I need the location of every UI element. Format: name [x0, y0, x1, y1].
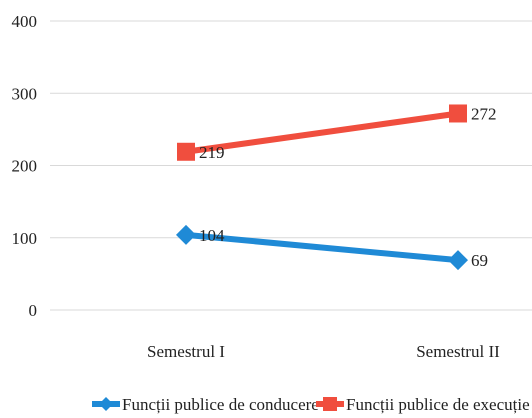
- data-point-marker: [448, 250, 468, 271]
- data-label: 69: [471, 251, 488, 270]
- legend-label: Funcții publice de execuție: [346, 395, 530, 414]
- legend-marker: [99, 397, 113, 411]
- data-point-marker: [177, 142, 195, 161]
- data-label: 104: [199, 226, 225, 245]
- y-axis-ticks: 0 100 200 300 400: [12, 12, 38, 320]
- data-label: 272: [471, 104, 497, 123]
- data-point-marker: [176, 224, 196, 245]
- series-lines: [183, 110, 461, 264]
- data-labels: 104 69 219 272: [199, 104, 497, 270]
- legend-label: Funcții publice de conducere: [122, 395, 319, 414]
- y-tick-label: 300: [12, 84, 38, 103]
- gridlines: [50, 20, 532, 311]
- data-point-marker: [449, 104, 467, 123]
- series-markers: [176, 104, 468, 271]
- series-line: [183, 110, 461, 155]
- data-label: 219: [199, 143, 225, 162]
- x-axis-categories: Semestrul I Semestrul II: [147, 342, 500, 361]
- y-tick-label: 400: [12, 12, 38, 31]
- y-tick-label: 0: [29, 301, 38, 320]
- y-tick-label: 200: [12, 157, 38, 176]
- legend: Funcții publice de conducere Funcții publ…: [92, 395, 530, 414]
- y-tick-label: 100: [12, 229, 38, 248]
- x-category-label: Semestrul II: [416, 342, 500, 361]
- legend-marker: [323, 397, 337, 411]
- x-category-label: Semestrul I: [147, 342, 225, 361]
- series-line: [183, 231, 461, 264]
